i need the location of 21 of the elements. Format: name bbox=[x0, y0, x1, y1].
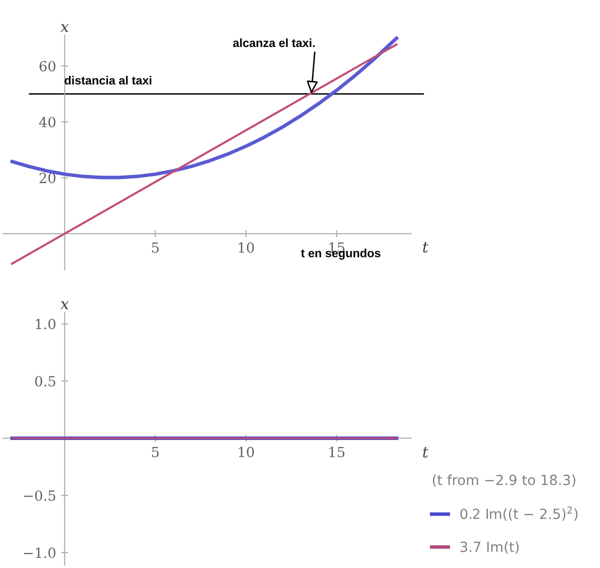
y-tick-label: 1.0 bbox=[36, 318, 56, 330]
x-tick-label: 10 bbox=[238, 446, 254, 458]
y-tick-label: 60 bbox=[40, 60, 56, 72]
x-tick-label: 15 bbox=[330, 446, 344, 458]
legend-label: 0.2 Im((t − 2.5)$^{2}$) bbox=[460, 506, 578, 521]
ref-line-label: distancia al taxi bbox=[64, 76, 152, 85]
legend-title: (t from −2.9 to 18.3) bbox=[432, 474, 576, 487]
annotation: alcanza el taxi. bbox=[233, 38, 315, 48]
x-axis-title: t bbox=[423, 242, 428, 253]
y-tick-label: 20 bbox=[40, 172, 56, 184]
y-tick-label: 40 bbox=[39, 116, 56, 128]
x-axis-title: t bbox=[423, 447, 428, 458]
y-tick-label: −1.0 bbox=[24, 548, 56, 558]
y-axis-title: x bbox=[60, 301, 69, 310]
y-axis-title: x bbox=[60, 24, 69, 32]
y-tick-label: −0.5 bbox=[24, 490, 56, 501]
x-tick-label: 10 bbox=[238, 242, 254, 253]
x-tick-label: 5 bbox=[152, 446, 159, 458]
x-tick-label: 5 bbox=[152, 242, 159, 253]
legend-label: 3.7 Im(t) bbox=[460, 541, 519, 554]
y-tick-label: 0.5 bbox=[35, 376, 56, 386]
